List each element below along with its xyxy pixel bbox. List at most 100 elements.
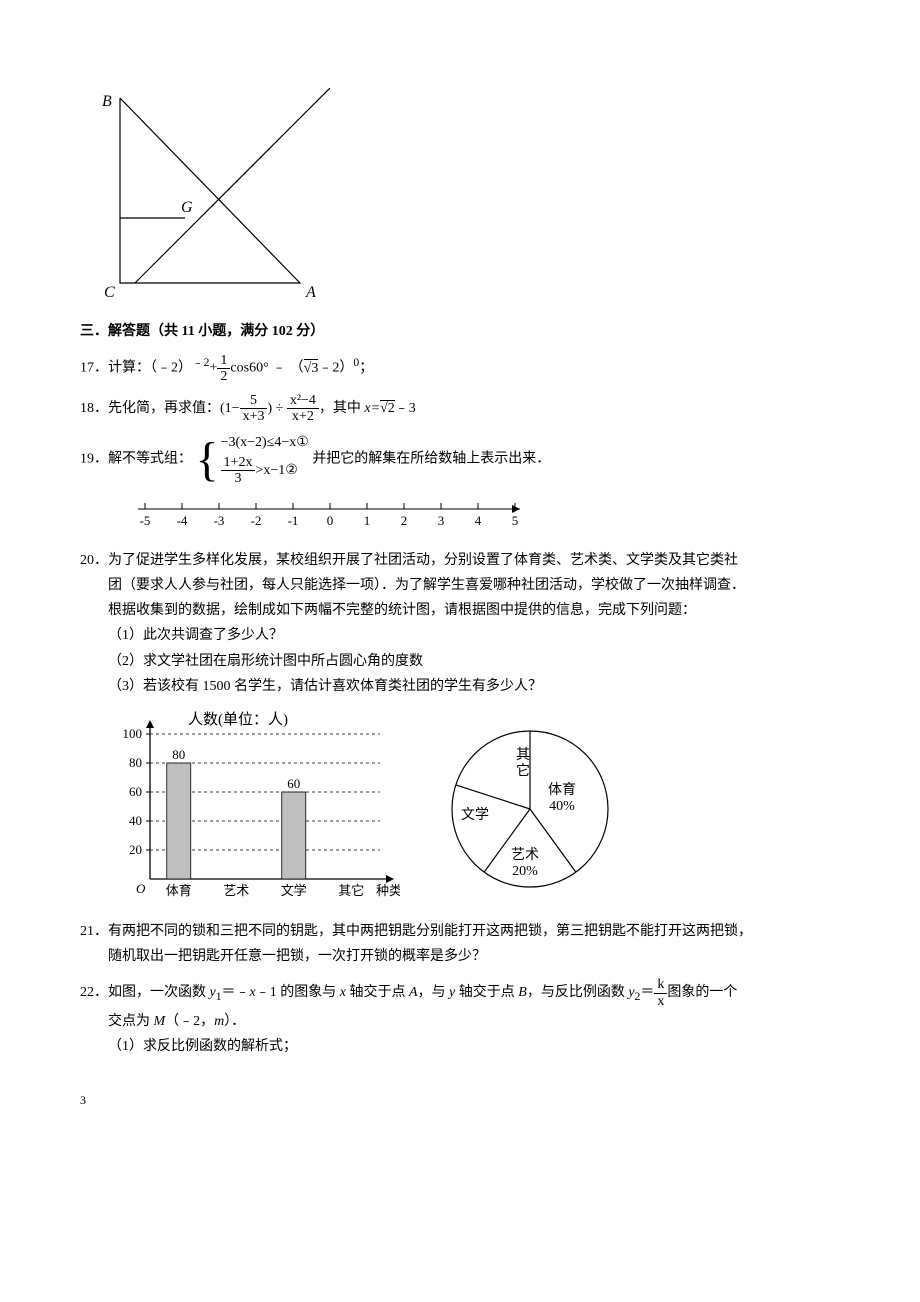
p22-m1: ＝﹣ [222,985,250,1000]
p19-prefix: 19．解不等式组： [80,452,192,467]
p22-l2b: （﹣2， [165,1014,214,1029]
p20-s3: （3）若该校有 1500 名学生，请估计喜欢体育类社团的学生有多少人？ [108,674,840,699]
p22-frac: kx [654,977,667,1009]
p18-frac1: 5x+3 [240,393,268,425]
svg-text:文学: 文学 [281,883,307,898]
pie-chart: 体育40% 艺术20% 文学 其它 [430,714,630,904]
svg-text:其: 其 [516,747,530,763]
p21-l1: 21．有两把不同的锁和三把不同的钥匙，其中两把钥匙分别能打开这两把锁，第三把钥匙… [80,919,840,944]
p18-xeq: x= [364,401,380,416]
svg-text:4: 4 [475,513,482,528]
inequality-system: { −3(x−2)≤4−x① 1+2x3>x−1② [196,432,309,486]
p17-frac: 12 [217,353,230,385]
triangle-BCA-diagram: BCAG [90,88,330,298]
svg-text:1: 1 [364,513,371,528]
svg-text:C: C [104,284,115,298]
p20-l2: 团（要求人人参与社团，每人只能选择一项）．为了解学生喜爱哪种社团活动，学校做了一… [108,573,840,598]
svg-text:80: 80 [129,755,142,770]
problem-21: 21．有两把不同的锁和三把不同的钥匙，其中两把钥匙分别能打开这两把锁，第三把钥匙… [80,919,840,969]
p22-m2: ﹣1 的图象与 [256,985,340,1000]
svg-text:人数(单位：人): 人数(单位：人) [188,711,288,728]
p22-s1: （1）求反比例函数的解析式； [108,1034,840,1059]
p19-f-d: 3 [221,471,256,486]
svg-text:-5: -5 [140,513,151,528]
p20-s1: （1）此次共调查了多少人？ [108,623,840,648]
svg-text:体育: 体育 [166,883,192,898]
p22-prefix: 22．如图，一次函数 [80,985,210,1000]
p18-sqrt: √2 [380,400,395,416]
p22-A: A [409,985,418,1000]
left-brace-icon: { [196,436,219,484]
svg-text:100: 100 [123,726,143,741]
svg-text:种类: 种类 [376,883,400,898]
svg-text:80: 80 [172,747,185,762]
svg-text:-4: -4 [177,513,188,528]
p22-eq: ＝ [640,985,654,1000]
p22-M: M [154,1014,166,1029]
ineq-row-2: 1+2x3>x−1② [221,455,309,487]
svg-text:它: 它 [516,762,530,779]
page-number: 3 [80,1090,840,1112]
svg-text:B: B [102,93,112,110]
p17-tail2: ； [359,361,373,376]
svg-text:O: O [136,881,146,896]
p17-sup1: ﹣2 [192,356,210,369]
svg-text:文学: 文学 [461,807,489,823]
p17-plus: + [210,361,218,376]
p19-r1a: −3(x−2)≤4−x [221,435,297,450]
svg-text:0: 0 [327,513,334,528]
p18-f2d: x+2 [287,409,319,424]
svg-text:40: 40 [129,813,142,828]
geometry-figure-16: BCAG [90,88,840,307]
p17-sqrt: √3 [304,359,319,376]
number-line-svg: -5 -4 -3 -2 -1 0 1 2 3 4 5 [120,495,535,531]
p19-after: 并把它的解集在所给数轴上表示出来． [312,452,550,467]
p17-frac-num: 1 [217,353,230,369]
p17-mid: cos60° ﹣ （ [230,361,303,376]
p22-m4: ，与 [418,985,450,1000]
p17-frac-den: 2 [217,369,230,384]
p21-l2: 随机取出一把钥匙开任意一把锁，一次打开锁的概率是多少？ [108,944,840,969]
p19-r1c: ① [296,435,309,450]
p19-f-n: 1+2x [221,455,256,471]
p18-frac2: x²−4x+2 [287,393,319,425]
p20-l3: 根据收集到的数据，绘制成如下两幅不完整的统计图，请根据图中提供的信息，完成下列问… [108,598,840,623]
svg-text:其它: 其它 [338,883,364,898]
number-line: -5 -4 -3 -2 -1 0 1 2 3 4 5 [120,495,840,540]
p22-fd: x [654,994,667,1009]
p22-m3: 轴交于点 [346,985,409,1000]
p17-text: 17．计算：（﹣2） [80,361,192,376]
bar-chart: 人数(单位：人)2040608010080体育艺术60文学其它O种类 [100,709,400,909]
p18-prefix: 18．先化简，再求值：(1− [80,401,240,416]
svg-text:20%: 20% [512,864,538,879]
p18-tail: ，其中 [319,401,365,416]
section-3-heading: 三．解答题（共 11 小题，满分 102 分） [80,319,840,344]
p17-sqrt-v: √3 [304,361,319,376]
p17-tail1: ﹣2） [318,361,353,376]
p20-l1: 20．为了促进学生多样化发展，某校组织开展了社团活动，分别设置了体育类、艺术类、… [80,548,840,573]
p22-m5: 轴交于点 [455,985,518,1000]
p20-s2: （2）求文学社团在扇形统计图中所占圆心角的度数 [108,649,840,674]
svg-text:60: 60 [129,784,142,799]
svg-text:体育: 体育 [548,782,576,798]
p18-f2n: x²−4 [287,393,319,409]
problem-17: 17．计算：（﹣2）﹣2+12cos60° ﹣ （√3﹣2）0； [80,352,840,384]
svg-text:60: 60 [287,776,300,791]
p18-minus: ﹣3 [395,401,416,416]
problem-19: 19．解不等式组： { −3(x−2)≤4−x① 1+2x3>x−1② 并把它的… [80,432,840,539]
p22-fn: k [654,977,667,993]
problem-20: 20．为了促进学生多样化发展，某校组织开展了社团活动，分别设置了体育类、艺术类、… [80,548,840,909]
svg-text:-2: -2 [251,513,262,528]
svg-text:40%: 40% [549,799,575,814]
svg-text:3: 3 [438,513,445,528]
svg-text:-3: -3 [214,513,225,528]
svg-text:G: G [181,199,193,216]
svg-text:5: 5 [512,513,519,528]
svg-text:艺术: 艺术 [511,847,539,863]
ineq-row-1: −3(x−2)≤4−x① [221,432,309,454]
p22-B: B [518,985,527,1000]
p19-r2b: >x−1 [255,463,285,478]
p22-m: m [214,1014,224,1029]
svg-text:-1: -1 [288,513,299,528]
svg-text:2: 2 [401,513,408,528]
